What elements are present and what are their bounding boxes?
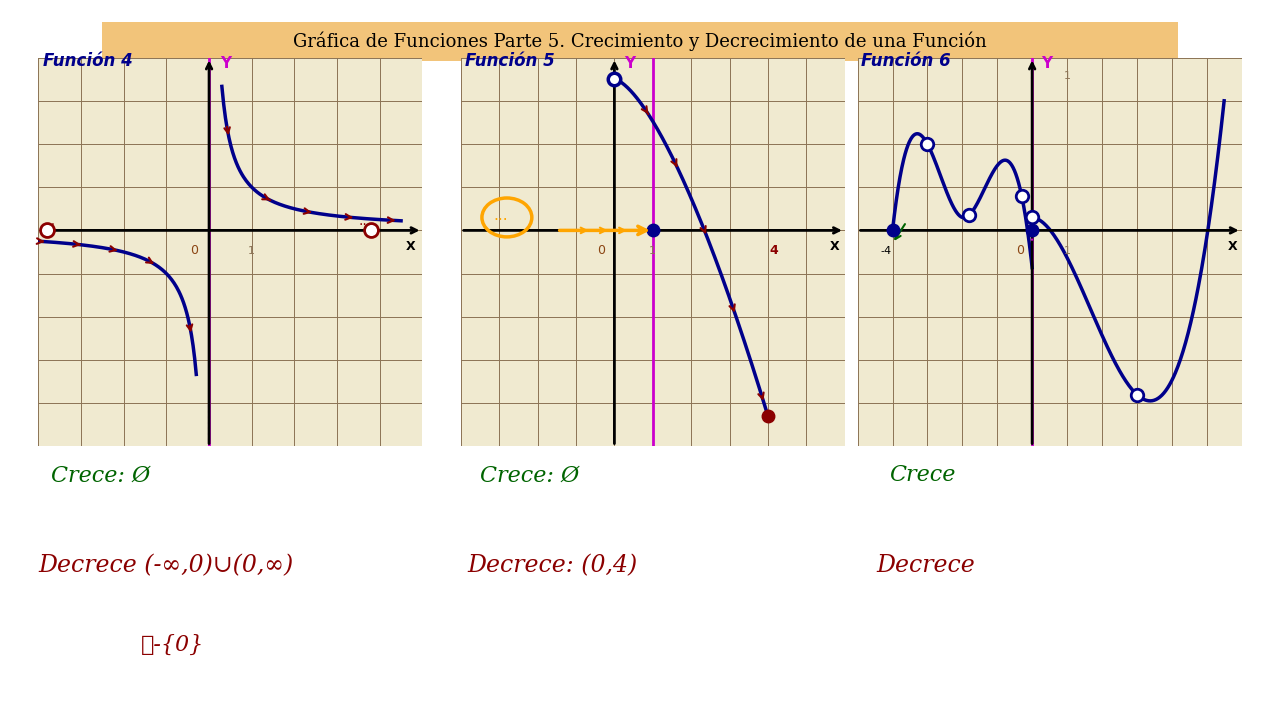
Text: Decrece: Decrece [877, 554, 975, 577]
Text: 0: 0 [596, 244, 605, 257]
Text: Crece: Ø: Crece: Ø [51, 464, 151, 487]
Text: 1: 1 [1064, 246, 1070, 256]
Text: 0: 0 [189, 244, 198, 257]
Text: ...: ... [493, 207, 508, 222]
Text: 1: 1 [649, 246, 655, 256]
Text: Crece: Crece [890, 464, 956, 487]
Text: Y: Y [1041, 56, 1052, 71]
Text: Función 4: Función 4 [42, 53, 132, 71]
Text: 1: 1 [1064, 71, 1070, 81]
Text: 1: 1 [247, 246, 255, 256]
Text: ℝ-{0}: ℝ-{0} [141, 634, 204, 656]
Text: X: X [1228, 240, 1238, 253]
Text: X: X [406, 240, 415, 253]
Text: ...: ... [42, 215, 56, 228]
Text: 4: 4 [771, 244, 778, 257]
Text: Decrece (-∞,0)∪(0,∞): Decrece (-∞,0)∪(0,∞) [38, 554, 293, 577]
Text: Y: Y [220, 56, 230, 71]
Text: Crece: Ø: Crece: Ø [480, 464, 580, 487]
Text: -4: -4 [881, 246, 891, 256]
Text: Función 6: Función 6 [861, 53, 951, 71]
Text: Función 5: Función 5 [465, 53, 554, 71]
Text: X: X [829, 240, 840, 253]
Text: 0: 0 [1016, 244, 1024, 257]
Text: Decrece: (0,4): Decrece: (0,4) [467, 554, 637, 577]
Text: ...: ... [358, 215, 371, 228]
Text: Y: Y [625, 56, 635, 71]
Text: Gráfica de Funciones Parte 5. Crecimiento y Decrecimiento de una Función: Gráfica de Funciones Parte 5. Crecimient… [293, 32, 987, 51]
